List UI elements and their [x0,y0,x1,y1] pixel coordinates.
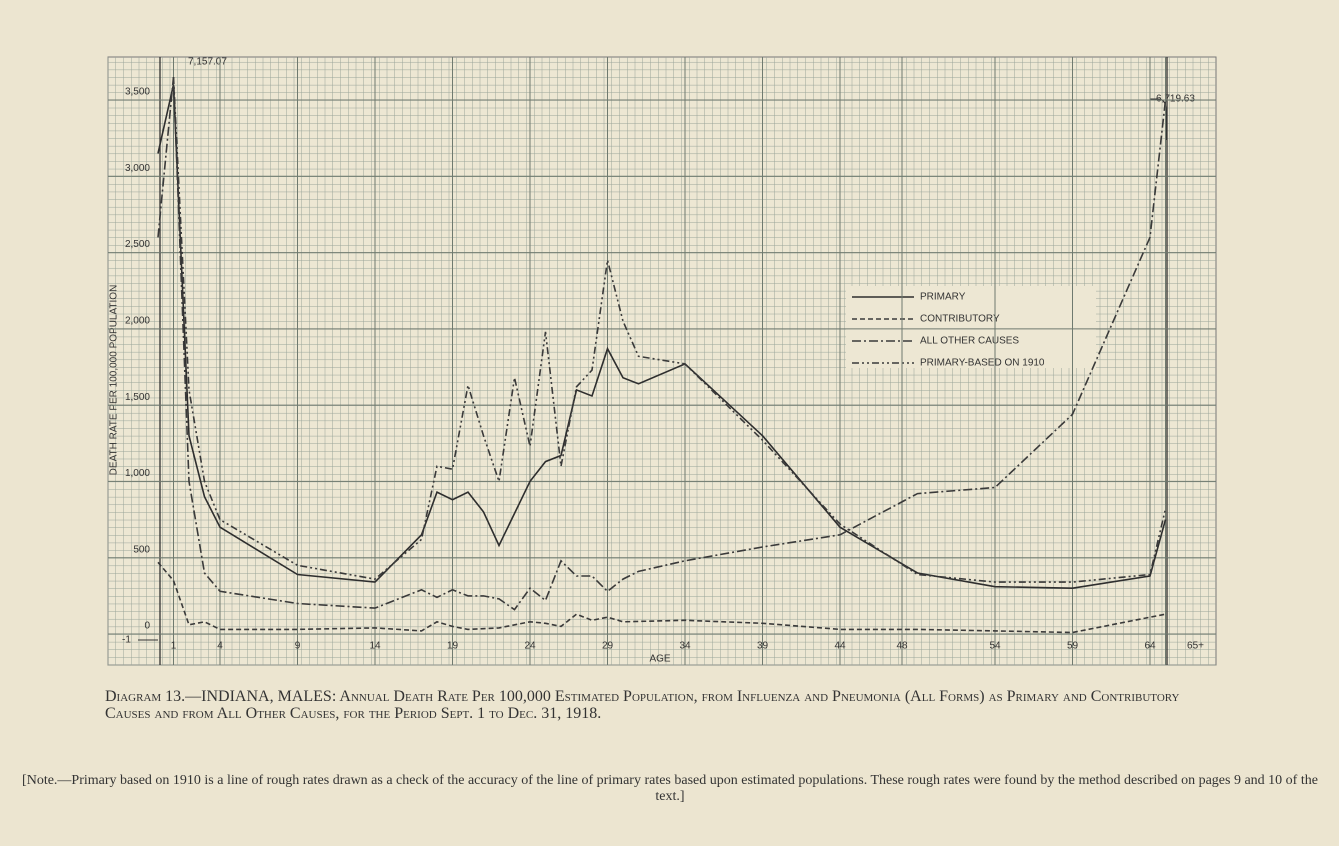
x-tick-label: 39 [757,641,769,652]
legend: PRIMARY CONTRIBUTORY ALL OTHER CAUSES PRIMA… [852,292,1045,369]
y-axis-label: DEATH RATE PER 100,000 POPULATION [109,285,120,476]
chart: DEATH RATE PER 100,000 POPULATION AGE 7,… [107,56,1217,666]
series-line [157,84,1167,590]
x-tick-label: 64 [1144,641,1156,652]
x-tick-label: 65+ [1187,641,1204,652]
y-tick-label: 1,500 [125,392,150,403]
caption: Diagram 13.—INDIANA, MALES: Annual Death… [105,688,1180,722]
y-tick-label: 3,500 [125,87,150,98]
y-tick-label: 2,000 [125,315,150,326]
x-tick-label: 4 [217,641,223,652]
legend-box [846,286,1096,368]
x-axis-label: AGE [649,654,670,665]
x-tick-label: 14 [369,641,381,652]
x-tick-label: 1 [171,641,177,652]
annotation: 6,719.63 [1156,94,1195,105]
y-tick-label: 3,000 [125,163,150,174]
series-line [157,77,1167,611]
annotation: 7,157.07 [188,57,227,68]
y-tick-label: 2,500 [125,239,150,250]
note: [Note.—Primary based on 1910 is a line o… [22,773,1318,804]
y-tick-label: 1,000 [125,468,150,479]
x-tick-label: 44 [834,641,846,652]
x-tick-label: 19 [447,641,459,652]
legend-label: PRIMARY-BASED ON 1910 [920,358,1045,369]
minor-grid [107,57,1216,666]
x-tick-label: 59 [1067,641,1079,652]
x-tick-label: 9 [295,641,301,652]
y-tick-label: 0 [144,621,150,632]
x-tick-label: 48 [896,641,908,652]
series-line [172,77,1167,583]
annotation: -1 [122,635,131,646]
x-tick-label: 34 [679,641,691,652]
legend-label: CONTRIBUTORY [920,314,1000,325]
x-tick-label: 54 [989,641,1001,652]
x-tick-label: 24 [524,641,536,652]
legend-label: ALL OTHER CAUSES [920,336,1019,347]
series-line [157,561,1166,634]
y-tick-label: 500 [133,544,150,555]
legend-label: PRIMARY [920,292,966,303]
x-tick-label: 29 [602,641,614,652]
